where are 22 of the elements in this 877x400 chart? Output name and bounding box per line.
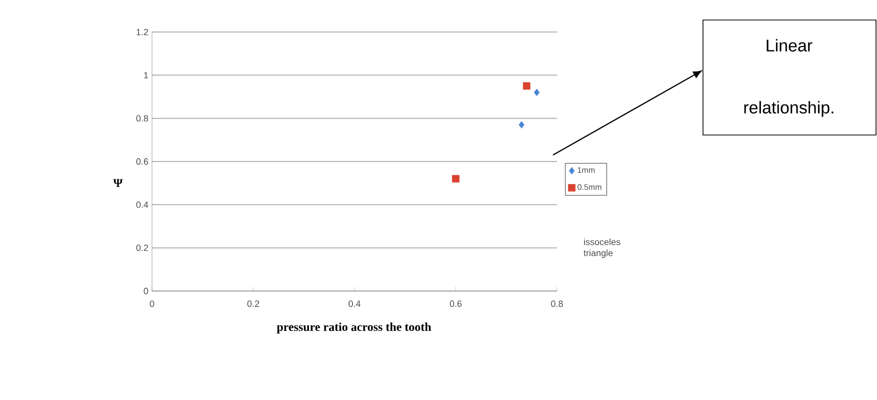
x-tick-label: 0 [150,300,154,307]
legend-label: 1mm [578,167,595,173]
y-tick-label: 1.2 [136,28,148,36]
x-axis-title: pressure ratio across the tooth [276,322,432,334]
point [522,82,530,90]
y-tick-label: 0 [144,288,148,294]
y-tick-label: 0.8 [136,115,148,122]
legend-label: 0.5mm [578,184,602,190]
text: issoceles triangle [584,238,620,258]
x-tick-label: 0.2 [247,300,260,307]
point [534,88,540,96]
x-tick-label: 0.6 [450,300,462,307]
y-tick-label: 0.6 [136,158,148,165]
point [452,175,460,182]
y-axis-title: Ψ [113,179,123,187]
x-tick-label: 0.8 [551,300,563,307]
y-tick-label: 1 [144,72,148,78]
x-tick-label: 0.4 [348,300,360,307]
point [518,121,524,129]
text: Linear relationship. [744,39,834,117]
y-tick-label: 0.2 [136,244,148,252]
y-tick-label: 0.4 [136,201,148,208]
